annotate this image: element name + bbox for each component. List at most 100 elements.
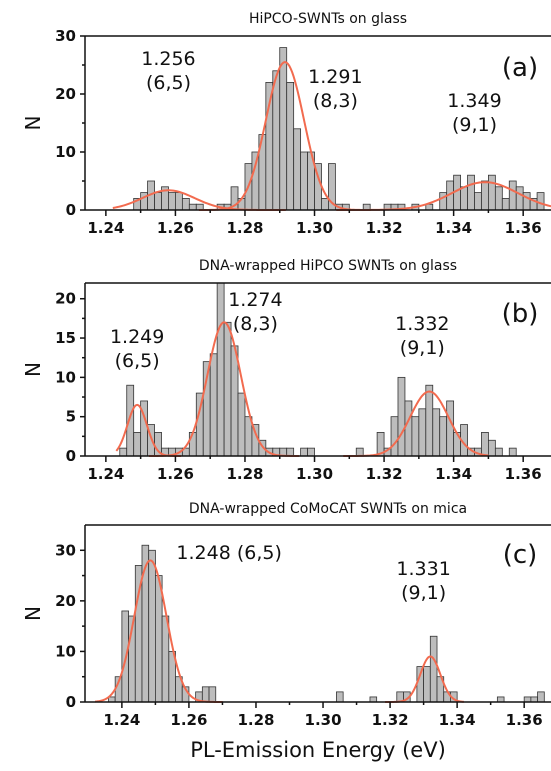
peak-annotation: (6,5) xyxy=(115,350,160,372)
x-tick-label: 1.36 xyxy=(505,465,542,483)
y-tick-label: 30 xyxy=(55,27,76,45)
x-tick-label: 1.24 xyxy=(87,219,124,237)
histogram-bar xyxy=(446,400,455,457)
histogram-bar xyxy=(515,186,524,211)
histogram-bar xyxy=(321,197,329,211)
histogram-bar xyxy=(460,186,468,211)
x-tick-label: 1.30 xyxy=(305,711,342,729)
y-tick-label: 5 xyxy=(66,408,76,426)
x-tick-label: 1.36 xyxy=(506,711,543,729)
histogram-bar xyxy=(279,47,288,211)
histogram-bar xyxy=(154,192,162,211)
y-tick-label: 10 xyxy=(55,143,76,161)
panel-title: HiPCO-SWNTs on glass xyxy=(249,11,407,27)
y-tick-label: 10 xyxy=(55,368,76,386)
x-axis-label: PL-Emission Energy (eV) xyxy=(190,738,446,762)
x-tick-label: 1.28 xyxy=(226,219,263,237)
histogram-bar xyxy=(488,174,496,211)
panel-title: DNA-wrapped CoMoCAT SWNTs on mica xyxy=(189,501,467,517)
histogram-bar xyxy=(155,575,163,703)
peak-annotation: 1.349 xyxy=(447,90,501,112)
panel-title: DNA-wrapped HiPCO SWNTs on glass xyxy=(199,258,457,274)
histogram-bar xyxy=(467,174,475,211)
y-tick-label: 0 xyxy=(66,201,76,219)
y-tick-label: 20 xyxy=(55,592,76,610)
x-tick-label: 1.32 xyxy=(366,219,403,237)
histogram-bar xyxy=(209,353,218,457)
histogram-bar xyxy=(175,192,183,211)
histogram-bar xyxy=(439,416,448,457)
x-tick-label: 1.26 xyxy=(170,711,207,729)
histogram-bar xyxy=(501,197,510,211)
panel-a: HiPCO-SWNTs on glass 0 10 20 30 1.24 1.26 1.28 1… xyxy=(21,11,551,237)
peak-annotation: 1.291 xyxy=(308,66,362,88)
histogram-bar xyxy=(404,400,413,457)
panel-c: DNA-wrapped CoMoCAT SWNTs on mica 0 10 20 30… xyxy=(21,501,551,729)
histogram-bar xyxy=(307,447,315,457)
peak-annotation: 1.248 (6,5) xyxy=(176,542,281,564)
peak-annotation: 1.274 xyxy=(228,289,282,311)
panel-b: DNA-wrapped HiPCO SWNTs on glass 0 5 10 15 20… xyxy=(21,258,551,483)
peak-annotation: (9,1) xyxy=(401,582,446,604)
histogram-bar xyxy=(216,282,225,457)
y-tick-label: 10 xyxy=(55,642,76,660)
histogram-bar xyxy=(474,192,482,211)
x-tick-label: 1.30 xyxy=(296,219,333,237)
peak-annotation: (8,3) xyxy=(233,313,278,335)
histogram-bar xyxy=(119,447,128,457)
x-tick-label: 1.28 xyxy=(226,465,263,483)
gaussian-fit-curve xyxy=(198,61,372,211)
histogram-bar xyxy=(181,197,190,211)
histogram-bar xyxy=(237,392,246,457)
histogram-bar xyxy=(208,686,217,703)
peak-annotation: 1.331 xyxy=(396,558,450,580)
histogram-bar xyxy=(425,384,434,457)
histogram-bar xyxy=(251,151,260,211)
histogram-bars xyxy=(108,544,545,703)
x-tick-label: 1.34 xyxy=(435,219,472,237)
histogram-bar xyxy=(300,151,308,211)
histogram-bar xyxy=(230,345,239,457)
histogram-bar xyxy=(188,203,197,211)
histogram-bar xyxy=(355,447,364,457)
histogram-bar xyxy=(272,70,281,211)
histogram-bar xyxy=(286,447,295,457)
histogram-bar xyxy=(494,186,503,211)
peak-annotation: 1.332 xyxy=(395,313,449,335)
histogram-bar xyxy=(133,432,142,457)
peak-annotation: (9,1) xyxy=(452,114,497,136)
histogram-bar xyxy=(300,447,308,457)
panel-label: (b) xyxy=(502,299,539,329)
histogram-bar xyxy=(488,439,496,457)
x-tick-label: 1.24 xyxy=(87,465,124,483)
histogram-bar xyxy=(418,408,427,457)
x-tick-label: 1.24 xyxy=(103,711,140,729)
x-tick-label: 1.26 xyxy=(157,219,194,237)
histogram-bar xyxy=(148,549,156,703)
histogram-bar xyxy=(496,696,505,703)
peak-annotation: (6,5) xyxy=(146,72,191,94)
x-tick-label: 1.28 xyxy=(237,711,274,729)
histogram-bar xyxy=(537,691,545,703)
x-tick-label: 1.32 xyxy=(372,711,409,729)
histogram-bar xyxy=(423,666,431,703)
histogram-bar xyxy=(286,82,295,211)
y-axis-label: N xyxy=(21,116,45,131)
histogram-bar xyxy=(494,447,503,457)
y-tick-label: 20 xyxy=(55,85,76,103)
peak-annotation: (8,3) xyxy=(313,90,358,112)
peak-annotation: 1.249 xyxy=(110,326,164,348)
histogram-bar xyxy=(508,180,517,211)
panel-label: (a) xyxy=(502,53,538,83)
y-tick-label: 15 xyxy=(55,329,76,347)
x-tick-label: 1.30 xyxy=(296,465,333,483)
x-tick-label: 1.34 xyxy=(439,711,476,729)
histogram-bar xyxy=(536,192,545,211)
histogram-bar xyxy=(481,432,489,457)
panel-label: (c) xyxy=(503,540,538,570)
histogram-bar xyxy=(429,635,438,703)
histogram-bar xyxy=(188,432,197,457)
histogram-bars xyxy=(119,282,517,457)
histogram-bar xyxy=(530,696,538,703)
